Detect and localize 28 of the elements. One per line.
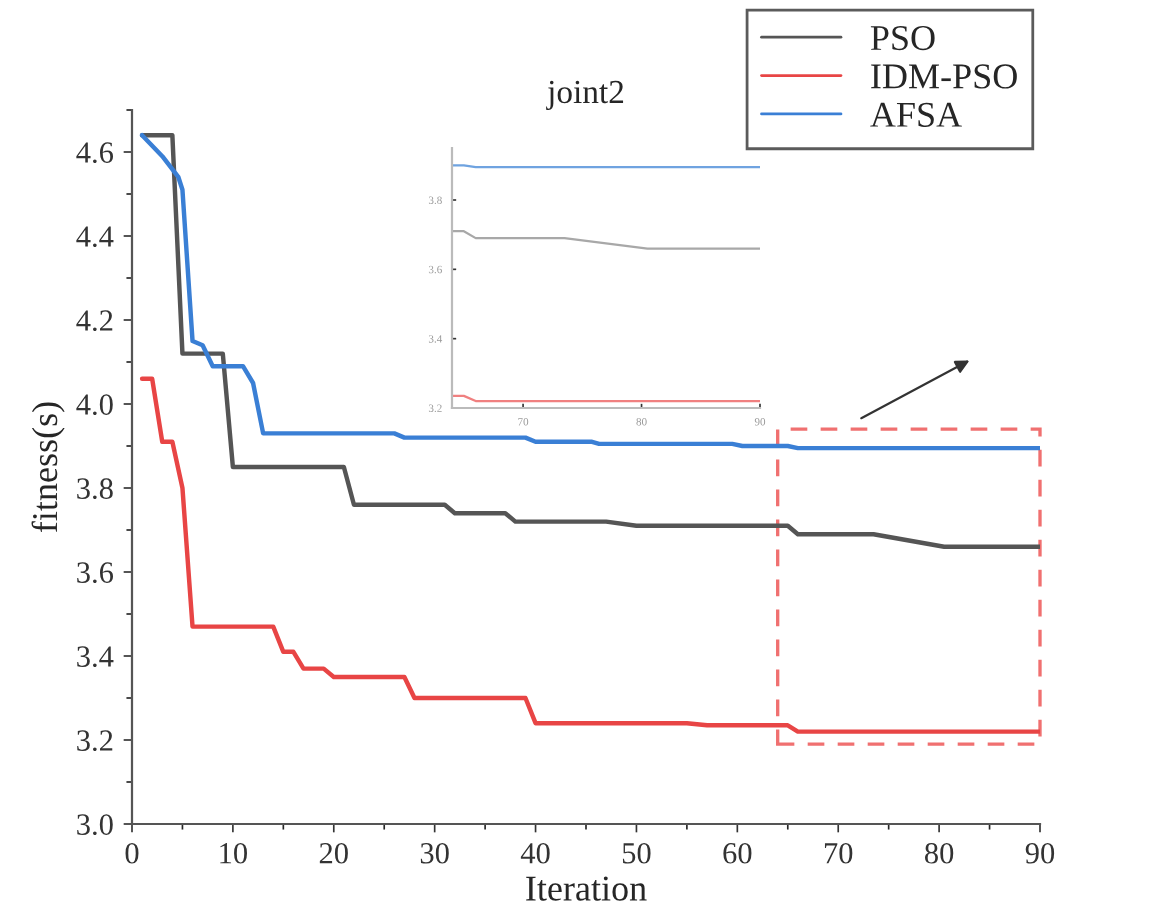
y-tick-label: 3.6 (77, 562, 114, 584)
y-tick-label: 3.4 (77, 646, 114, 668)
x-tick-label: 10 (220, 842, 247, 864)
legend-label: AFSA (870, 102, 962, 127)
x-tick-label: 30 (420, 842, 449, 864)
line-series (139, 132, 1040, 550)
y-tick-label: 4.4 (76, 226, 114, 248)
line-series (139, 376, 1040, 734)
x-tick-label: 0 (125, 842, 139, 864)
x-tick-label: 40 (520, 842, 550, 864)
x-tick-label: 90 (1025, 842, 1055, 864)
y-tick-label: 3.0 (77, 814, 113, 836)
y-tick-label: 3.8 (77, 478, 113, 500)
x-axis-title: Iteration (526, 876, 647, 901)
chart-title: joint2 (546, 80, 624, 110)
x-tick-label: 70 (824, 842, 853, 864)
y-tick-label: 4.0 (76, 394, 113, 416)
x-tick-label: 20 (319, 842, 348, 864)
legend-label: IDM-PSO (871, 64, 1017, 89)
y-tick-label: 3.2 (77, 730, 113, 752)
x-tick-label: 80 (925, 842, 954, 864)
y-tick-label: 4.2 (76, 310, 113, 332)
line-series (139, 132, 1040, 451)
x-tick-label: 60 (723, 842, 752, 864)
x-tick-label: 50 (622, 842, 651, 864)
y-axis-title: fitness(s) (31, 402, 65, 533)
y-tick-label: 4.6 (76, 142, 114, 164)
legend-label: PSO (870, 25, 935, 51)
